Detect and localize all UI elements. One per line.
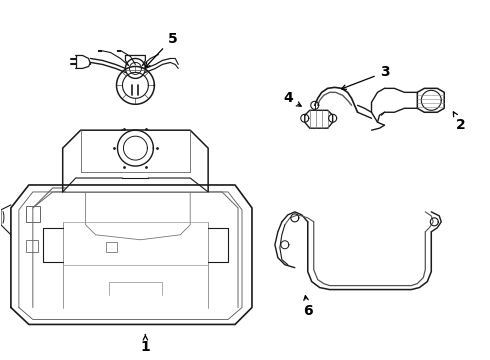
Text: 3: 3 <box>342 66 389 89</box>
Text: 6: 6 <box>303 296 313 319</box>
Bar <box>105 242 118 252</box>
Bar <box>26 206 40 222</box>
Text: 5: 5 <box>145 32 177 67</box>
Text: 1: 1 <box>141 335 150 354</box>
Text: 4: 4 <box>283 91 301 106</box>
Bar <box>26 240 38 252</box>
Text: 2: 2 <box>453 112 466 132</box>
